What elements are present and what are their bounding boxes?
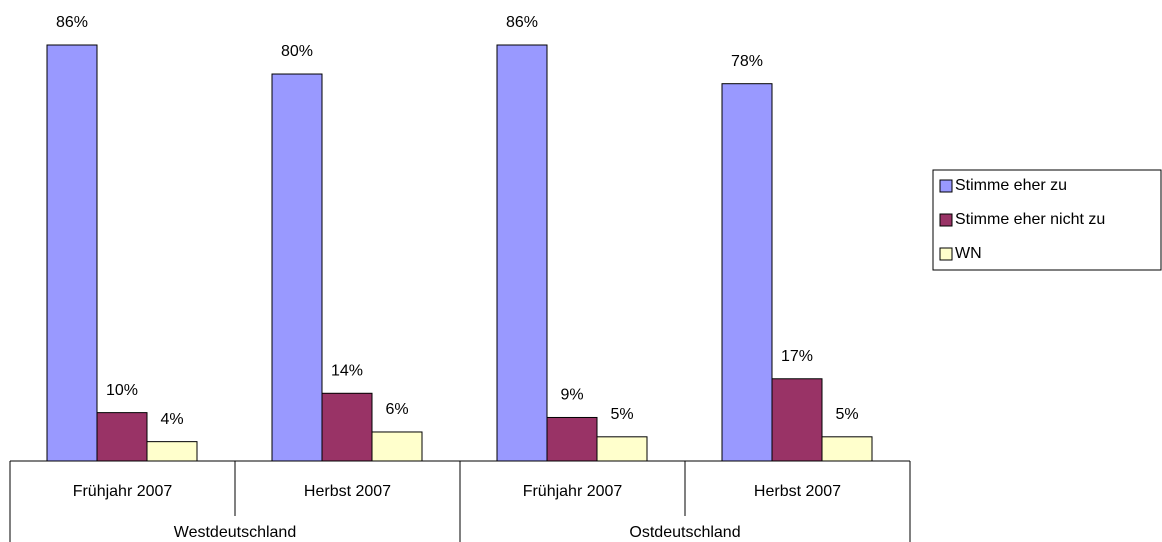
value-label: 6%	[385, 401, 408, 418]
value-label: 4%	[160, 411, 183, 428]
legend-box	[932, 169, 1162, 271]
value-label: 17%	[781, 348, 813, 365]
legend-swatch	[939, 247, 953, 261]
bar	[771, 378, 823, 462]
x-tick-label: Herbst 2007	[754, 483, 841, 500]
bar	[46, 44, 98, 462]
bar	[496, 44, 548, 462]
group-label: Ostdeutschland	[629, 524, 740, 541]
legend-label: Stimme eher zu	[955, 177, 1067, 194]
value-label: 86%	[506, 14, 538, 31]
value-label: 10%	[106, 382, 138, 399]
bar	[321, 392, 373, 462]
legend-label: WN	[955, 245, 982, 262]
x-tick-label: Herbst 2007	[304, 483, 391, 500]
bar	[546, 416, 598, 462]
value-label: 5%	[835, 406, 858, 423]
bar	[146, 441, 198, 462]
value-label: 5%	[610, 406, 633, 423]
x-tick-label: Frühjahr 2007	[523, 483, 623, 500]
legend-swatch	[939, 213, 953, 227]
value-label: 78%	[731, 53, 763, 70]
legend-swatch	[939, 179, 953, 193]
bar	[721, 83, 773, 462]
bar	[821, 436, 873, 462]
legend-label: Stimme eher nicht zu	[955, 211, 1105, 228]
value-label: 9%	[560, 387, 583, 404]
group-label: Westdeutschland	[174, 524, 296, 541]
bar	[96, 412, 148, 462]
bar	[596, 436, 648, 462]
value-label: 14%	[331, 362, 363, 379]
x-tick-label: Frühjahr 2007	[73, 483, 173, 500]
value-label: 80%	[281, 43, 313, 60]
bar	[371, 431, 423, 462]
value-label: 86%	[56, 14, 88, 31]
bar	[271, 73, 323, 462]
